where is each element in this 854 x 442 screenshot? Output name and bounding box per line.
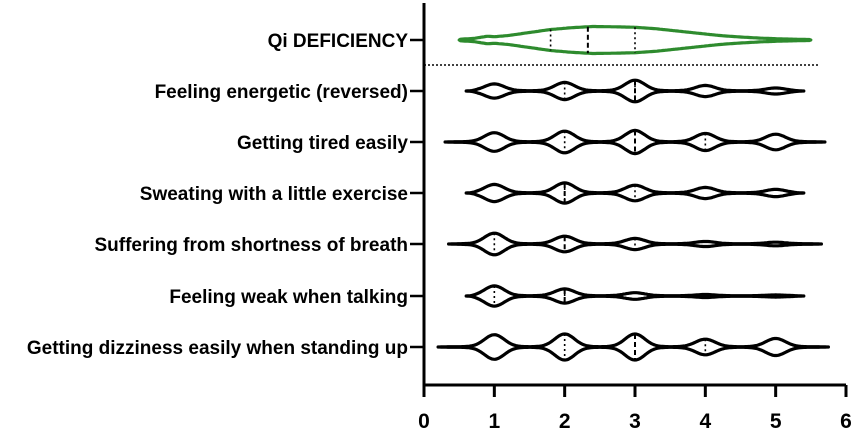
category-labels: Qi DEFICIENCY Feeling energetic (reversed… [27,31,424,359]
x-tick-label: 3 [629,410,641,433]
violin-shape [447,231,823,257]
x-tick-label: 1 [488,410,500,433]
category-label: Getting dizziness easily when standing u… [27,338,408,359]
category-label: Suffering from shortness of breath [94,235,408,256]
category-label: Feeling energetic (reversed) [155,82,408,103]
violin-shape [464,78,806,104]
x-tick-label: 4 [699,410,711,433]
violin-shape [464,181,806,205]
x-tick-label: 6 [840,410,852,433]
violin-shape [464,284,806,308]
x-tick-label: 2 [559,410,571,433]
violin-shape [436,332,830,362]
violin-shape [457,24,813,56]
category-label: Sweating with a little exercise [140,184,408,205]
violins [436,24,830,362]
x-tick-label: 0 [418,410,430,433]
category-label: Getting tired easily [237,133,408,154]
x-tick-label: 5 [770,410,782,433]
category-label: Feeling weak when talking [169,287,408,308]
violin-shape [443,128,827,156]
x-axis: 0 1 2 3 4 5 6 [418,383,852,433]
category-label: Qi DEFICIENCY [268,31,409,52]
